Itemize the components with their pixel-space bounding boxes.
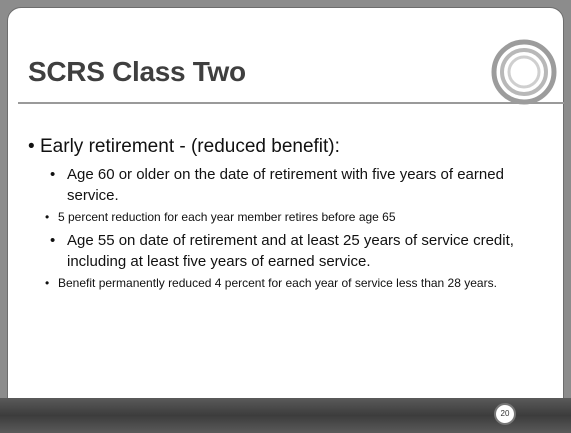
page-number: 20 (494, 403, 516, 425)
logo (491, 39, 557, 105)
sub-bullet: Age 60 or older on the date of retiremen… (50, 164, 553, 206)
bullet: Early retirement - (reduced benefit): (28, 135, 553, 159)
slide: SCRS Class Two Early retirement - (reduc… (7, 7, 564, 399)
footer-band (0, 398, 571, 433)
sub-sub-bullet: Benefit permanently reduced 4 percent fo… (45, 275, 553, 291)
sub-bullet: Age 55 on date of retirement and at leas… (50, 230, 553, 272)
title-rule (18, 102, 564, 104)
slide-title: SCRS Class Two (28, 56, 246, 87)
sub-sub-bullet: 5 percent reduction for each year member… (45, 209, 553, 225)
bullet-list: Early retirement - (reduced benefit): Ag… (28, 135, 553, 291)
